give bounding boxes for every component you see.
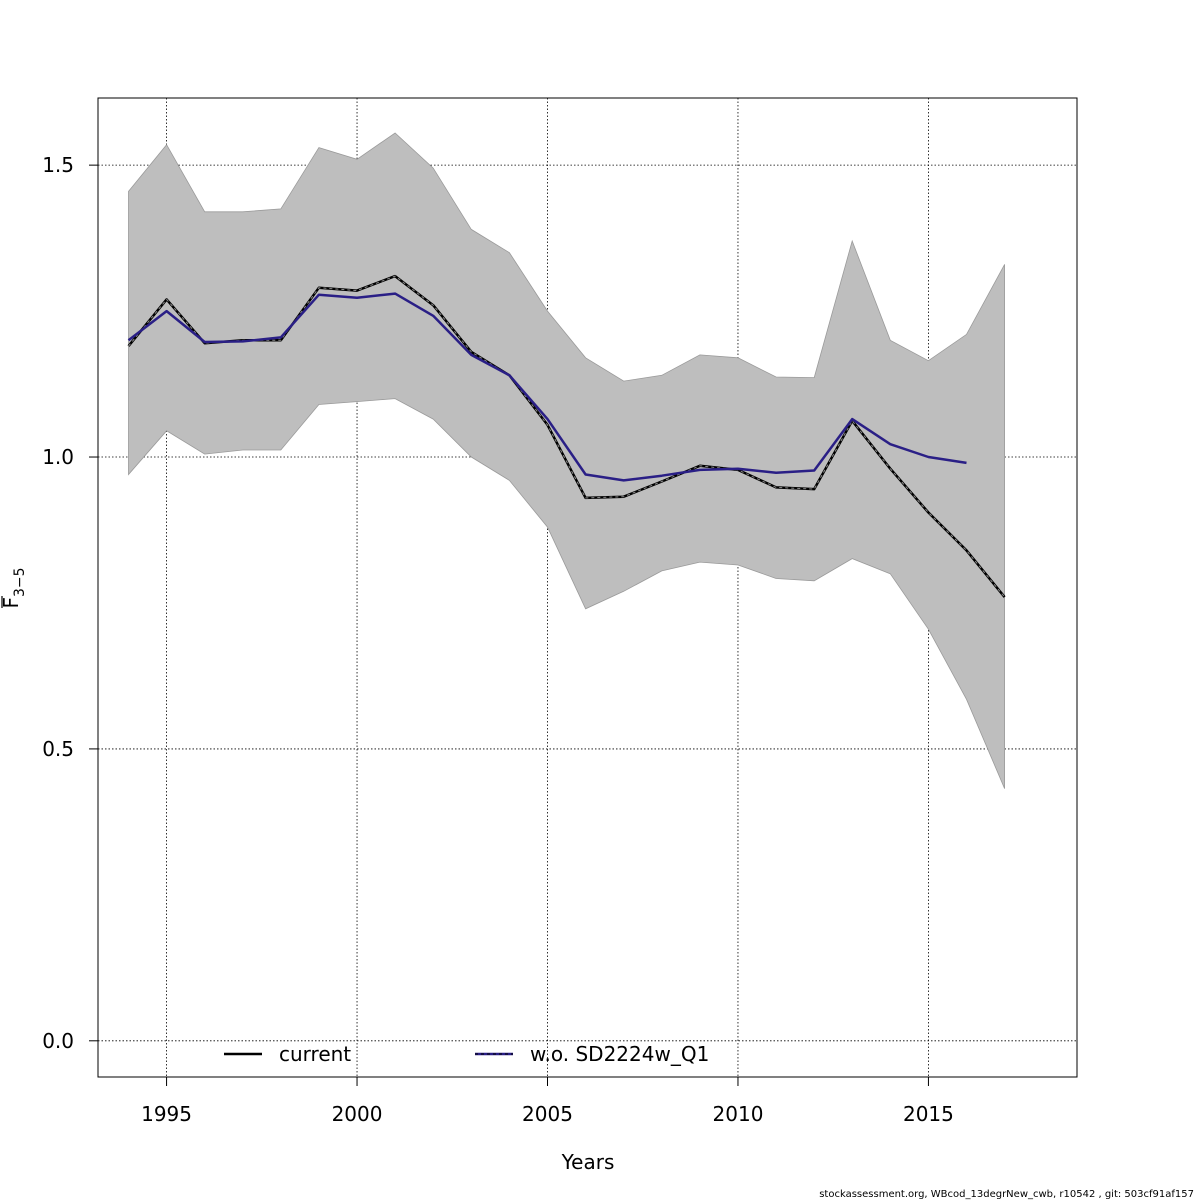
legend-label-wo: w.o. SD2224w_Q1 — [530, 1042, 709, 1066]
y-axis-title: F3−5 — [0, 567, 28, 608]
y-tick-label-1.0: 1.0 — [42, 445, 74, 469]
series-line-wo-sd2224w-q1 — [127, 292, 967, 482]
y-axis: 0.0 0.5 1.0 1.5 — [42, 153, 98, 1053]
y-axis-title-main: F — [0, 597, 23, 609]
footer-credit: stockassessment.org, WBcod_13degrNew_cwb… — [819, 1189, 1194, 1200]
y-tick-label-0.5: 0.5 — [42, 737, 74, 761]
y-axis-title-subscript: 3−5 — [12, 567, 28, 597]
legend: current w.o. SD2224w_Q1 — [224, 1042, 709, 1066]
x-tick-label-2000: 2000 — [332, 1102, 383, 1126]
y-tick-label-1.5: 1.5 — [42, 153, 74, 177]
legend-label-current: current — [279, 1042, 351, 1066]
x-axis-title: Years — [561, 1150, 615, 1174]
y-tick-label-0.0: 0.0 — [42, 1029, 74, 1053]
x-axis: 1995 2000 2005 2010 2015 — [141, 1077, 954, 1126]
svg-text:F3−5: F3−5 — [0, 567, 28, 608]
plot-frame — [97, 97, 1078, 1078]
x-tick-label-2005: 2005 — [522, 1102, 573, 1126]
x-tick-label-1995: 1995 — [141, 1102, 192, 1126]
x-tick-label-2015: 2015 — [903, 1102, 954, 1126]
series-line-current-overlay — [128, 275, 1005, 598]
x-tick-label-2010: 2010 — [713, 1102, 764, 1126]
series-layer — [127, 274, 1006, 598]
